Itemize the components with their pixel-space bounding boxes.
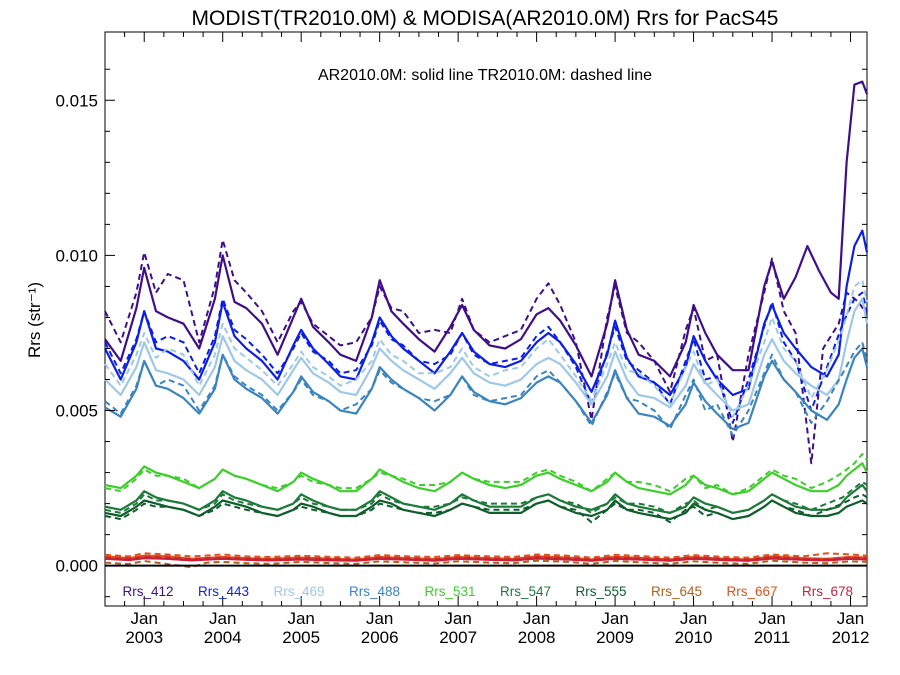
x-tick-label-month: Jan	[287, 609, 314, 628]
y-tick-label: 0.000	[55, 557, 98, 576]
x-tick-label-month: Jan	[758, 609, 785, 628]
y-axis-label: Rrs (str⁻¹)	[25, 282, 44, 358]
legend-entry-rrs-412: Rrs_412	[122, 584, 173, 599]
legend-entry-rrs-555: Rrs_555	[575, 584, 626, 599]
series-line-rrs-645-dashed	[104, 559, 868, 569]
legend-entry-rrs-531: Rrs_531	[424, 584, 475, 599]
y-tick-label: 0.005	[55, 402, 98, 421]
x-tick-label-month: Jan	[837, 609, 864, 628]
series-layer	[104, 80, 869, 569]
legend-entry-rrs-469: Rrs_469	[273, 584, 324, 599]
x-tick-label-year: 2006	[361, 628, 399, 647]
x-tick-label-year: 2005	[282, 628, 320, 647]
legend: Rrs_412 Rrs_443 Rrs_469 Rrs_488 Rrs_531 Rrs_5…	[122, 584, 853, 599]
legend-entry-rrs-667: Rrs_667	[726, 584, 777, 599]
x-tick-label-month: Jan	[680, 609, 707, 628]
chart-subtitle: AR2010.0M: solid line TR2010.0M: dashed …	[318, 67, 652, 84]
series-line-rrs-555-solid	[104, 499, 868, 521]
series-line-rrs-667-dashed	[104, 552, 868, 559]
x-tick-label-year: 2011	[754, 628, 791, 647]
series-line-rrs-531-solid	[104, 462, 868, 496]
x-tick-label-month: Jan	[523, 609, 550, 628]
x-tick-label-month: Jan	[601, 609, 628, 628]
series-line-rrs-531-dashed	[104, 453, 868, 496]
x-tick-label-month: Jan	[131, 609, 158, 628]
series-line-rrs-469-dashed	[104, 279, 868, 418]
chart-title: MODIST(TR2010.0M) & MODISA(AR2010.0M) Rr…	[192, 7, 779, 30]
x-tick-label-year: 2008	[518, 628, 556, 647]
x-tick-label-year: 2009	[596, 628, 634, 647]
legend-entry-rrs-645: Rrs_645	[651, 584, 702, 599]
series-line-rrs-412-solid	[104, 80, 869, 378]
legend-entry-rrs-443: Rrs_443	[198, 584, 249, 599]
y-tick-label: 0.015	[55, 91, 98, 110]
x-tick-label-month: Jan	[209, 609, 236, 628]
series-line-rrs-412-dashed	[104, 238, 868, 465]
axis-layer: 0.0000.0050.0100.015Jan2003Jan2004Jan200…	[55, 32, 869, 647]
series-line-rrs-488-solid	[104, 347, 869, 431]
legend-entry-rrs-678: Rrs_678	[802, 584, 853, 599]
x-tick-label-year: 2004	[204, 628, 242, 647]
legend-entry-rrs-488: Rrs_488	[349, 584, 400, 599]
series-line-rrs-469-solid	[104, 297, 869, 412]
y-tick-label: 0.010	[55, 246, 98, 265]
x-tick-label-year: 2010	[675, 628, 713, 647]
x-tick-label-year: 2007	[439, 628, 477, 647]
x-tick-label-year: 2012	[832, 628, 870, 647]
x-tick-label-month: Jan	[366, 609, 393, 628]
series-line-rrs-555-dashed	[104, 493, 868, 524]
series-line-rrs-678-solid	[104, 557, 868, 562]
series-line-rrs-547-solid	[104, 483, 868, 515]
legend-entry-rrs-547: Rrs_547	[500, 584, 551, 599]
x-tick-label-year: 2003	[125, 628, 163, 647]
series-line-rrs-443-solid	[104, 229, 869, 397]
x-tick-label-month: Jan	[444, 609, 471, 628]
series-line-rrs-443-dashed	[104, 291, 868, 424]
